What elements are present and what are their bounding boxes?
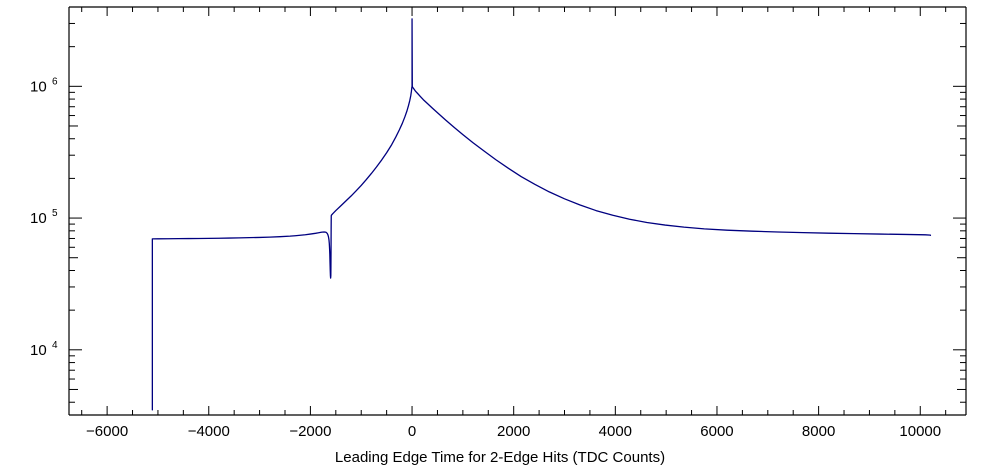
y-tick-label: 10 xyxy=(30,342,47,359)
x-tick-label: −6000 xyxy=(86,423,128,440)
x-tick-label: 2000 xyxy=(497,423,530,440)
axes-frame xyxy=(68,6,967,416)
x-tick-label: 0 xyxy=(408,423,416,440)
y-tick-label: 10 xyxy=(30,210,47,227)
axis-ticks xyxy=(69,6,966,415)
y-tick-label-exponent: 6 xyxy=(52,76,58,87)
data-series-line xyxy=(151,18,932,411)
y-tick-label-exponent: 5 xyxy=(52,208,58,219)
x-tick-label: 10000 xyxy=(899,423,941,440)
y-tick-label: 10 xyxy=(30,78,47,95)
x-tick-label: −2000 xyxy=(289,423,331,440)
x-tick-label: −4000 xyxy=(188,423,230,440)
x-axis-title: Leading Edge Time for 2-Edge Hits (TDC C… xyxy=(335,449,665,466)
x-tick-label: 4000 xyxy=(599,423,632,440)
axis-tick-labels: −6000 −4000 −2000 0 2000 4000 6000 8000 10000 10 6… xyxy=(30,76,941,440)
x-tick-label: 8000 xyxy=(802,423,835,440)
y-tick-label-exponent: 4 xyxy=(52,340,58,351)
x-tick-label: 6000 xyxy=(700,423,733,440)
